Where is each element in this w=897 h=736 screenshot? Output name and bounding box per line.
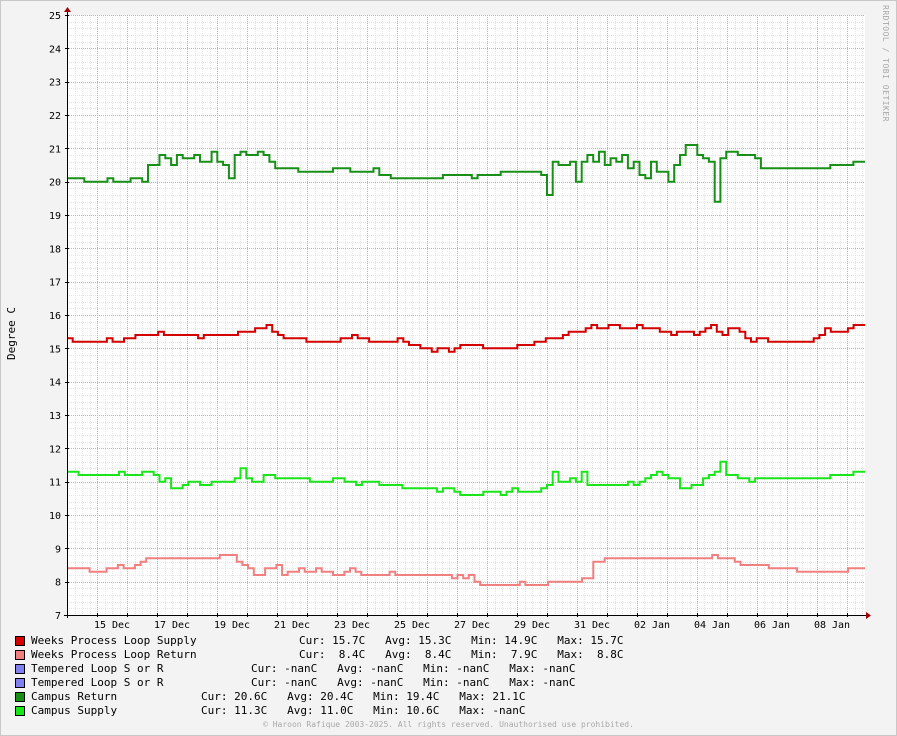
series-line-campus-return — [67, 144, 865, 203]
axes — [64, 7, 871, 619]
y-tick-label: 16 — [49, 311, 61, 322]
legend-series-name: Weeks Process Loop Supply — [31, 634, 197, 647]
y-tick-label: 12 — [49, 444, 61, 455]
y-tick-label: 7 — [55, 611, 61, 622]
y-tick-label: 22 — [49, 111, 61, 122]
legend-series-name: Weeks Process Loop Return — [31, 648, 197, 661]
legend-series-name: Campus Supply — [31, 704, 118, 717]
x-tick-label: 23 Dec — [334, 620, 370, 631]
copyright-notice: © Haroon Rafique 2003-2025. All rights r… — [263, 720, 634, 729]
legend-series-name: Tempered Loop S or R — [31, 676, 164, 689]
legend-series-stats: Cur: -nanC Avg: -nanC Min: -nanC Max: -n… — [251, 676, 576, 689]
x-tick-label: 06 Jan — [754, 620, 790, 631]
series-line-campus-supply — [67, 460, 865, 496]
y-axis-arrow — [64, 7, 71, 12]
y-tick-label: 9 — [55, 544, 61, 555]
legend-series-name: Tempered Loop S or R — [31, 662, 164, 675]
legend-series-stats: Cur: 20.6C Avg: 20.4C Min: 19.4C Max: 21… — [201, 690, 526, 703]
y-tick-label: 13 — [49, 411, 61, 422]
x-tick-label: 04 Jan — [694, 620, 730, 631]
legend-entry: Tempered Loop S or R Cur: -nanC Avg: -nan… — [15, 676, 624, 690]
legend-swatch — [15, 636, 25, 646]
legend-swatch — [15, 678, 25, 688]
y-tick-label: 15 — [49, 344, 61, 355]
y-axis-label: Degree C — [5, 307, 18, 360]
legend-entry: Weeks Process Loop Return Cur: 8.4C Avg: … — [15, 648, 624, 662]
x-axis-arrow — [866, 612, 871, 619]
y-tick-label: 18 — [49, 244, 61, 255]
y-axis-ticks: 7 8 9 10 11 12 13 14 15 16 17 18 19 20 21 22 23 24 25 — [49, 11, 61, 622]
y-tick-label: 24 — [49, 44, 61, 55]
legend-entry: Weeks Process Loop Supply Cur: 15.7C Avg:… — [15, 634, 624, 648]
x-tick-label: 19 Dec — [214, 620, 250, 631]
legend-swatch — [15, 692, 25, 702]
x-tick-label: 17 Dec — [154, 620, 190, 631]
legend-entry: Campus Supply Cur: 11.3C Avg: 11.0C Min: … — [15, 704, 624, 718]
y-tick-label: 20 — [49, 178, 61, 189]
y-tick-label: 8 — [55, 578, 61, 589]
x-tick-label: 29 Dec — [514, 620, 550, 631]
y-tick-label: 17 — [49, 278, 61, 289]
y-tick-label: 11 — [49, 478, 61, 489]
x-tick-label: 31 Dec — [574, 620, 610, 631]
legend-series-stats: Cur: -nanC Avg: -nanC Min: -nanC Max: -n… — [251, 662, 576, 675]
x-tick-label: 15 Dec — [94, 620, 130, 631]
y-tick-label: 10 — [49, 511, 61, 522]
x-tick-label: 27 Dec — [454, 620, 490, 631]
y-tick-label: 14 — [49, 378, 61, 389]
legend-swatch — [15, 650, 25, 660]
grid — [67, 15, 865, 616]
rrdtool-watermark: RRDTOOL / TOBI OETIKER — [881, 5, 890, 122]
legend-series-name: Campus Return — [31, 690, 118, 703]
legend-entry: Tempered Loop S or R Cur: -nanC Avg: -nan… — [15, 662, 624, 676]
x-tick-label: 08 Jan — [814, 620, 850, 631]
series-line-weeks-process-loop-supply — [67, 324, 865, 353]
legend-swatch — [15, 664, 25, 674]
y-tick-label: 19 — [49, 211, 61, 222]
x-axis-ticks: 15 Dec 17 Dec 19 Dec 21 Dec 23 Dec 25 Dec 27 D… — [94, 620, 850, 631]
y-tick-label: 23 — [49, 78, 61, 89]
legend-series-stats: Cur: 8.4C Avg: 8.4C Min: 7.9C Max: 8.8C — [299, 648, 624, 661]
legend-series-stats: Cur: 15.7C Avg: 15.3C Min: 14.9C Max: 15… — [299, 634, 624, 647]
y-tick-label: 21 — [49, 144, 61, 155]
series-lines — [67, 144, 865, 586]
x-tick-label: 02 Jan — [634, 620, 670, 631]
legend-entry: Campus Return Cur: 20.6C Avg: 20.4C Min: … — [15, 690, 624, 704]
legend-series-stats: Cur: 11.3C Avg: 11.0C Min: 10.6C Max: -n… — [201, 704, 526, 717]
series-line-weeks-process-loop-return — [67, 554, 865, 586]
x-tick-label: 21 Dec — [274, 620, 310, 631]
legend-swatch — [15, 706, 25, 716]
y-tick-label: 25 — [49, 11, 61, 22]
x-tick-label: 25 Dec — [394, 620, 430, 631]
legend: Weeks Process Loop Supply Cur: 15.7C Avg:… — [15, 634, 624, 718]
